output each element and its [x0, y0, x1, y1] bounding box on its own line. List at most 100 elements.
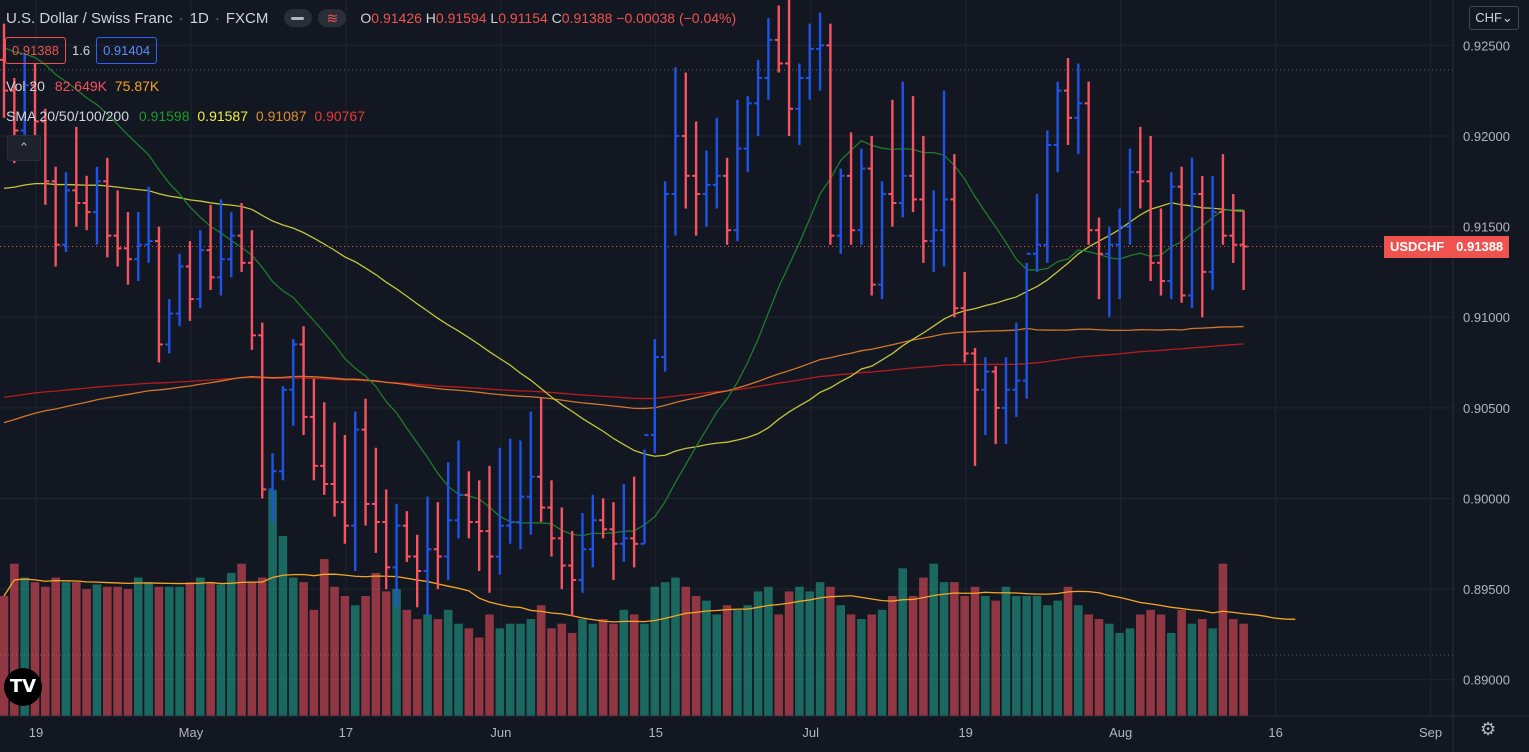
volume-bar	[309, 609, 319, 716]
ohlc-bar	[134, 212, 143, 281]
currency-button[interactable]: CHF⌄	[1469, 6, 1519, 30]
ohlc-bar	[1229, 193, 1238, 263]
ohlc-bar	[196, 230, 205, 309]
volume-bar	[795, 586, 804, 716]
volume-bar	[1105, 623, 1114, 716]
volume-bar	[195, 577, 205, 716]
ohlc-bar	[671, 67, 680, 236]
symbol-title[interactable]: U.S. Dollar / Swiss Franc	[6, 9, 173, 27]
ohlc-bar	[278, 386, 287, 481]
volume-bar	[567, 632, 577, 716]
ohlc-bar	[898, 81, 907, 218]
ohlc-bar	[888, 99, 897, 227]
ohlc-bar	[1136, 126, 1145, 209]
x-tick-label: 19	[958, 725, 972, 740]
volume-bar	[609, 623, 618, 716]
volume-bar	[1063, 586, 1073, 716]
volume-bar	[464, 628, 474, 716]
volume-bar	[175, 586, 184, 716]
volume-bar	[103, 586, 112, 716]
dot-separator: ·	[178, 9, 184, 27]
volume-bar	[774, 614, 784, 716]
volume-bar	[619, 609, 629, 716]
volume-bar	[433, 619, 443, 716]
sma200-line	[3, 343, 1244, 400]
volume-ma-value: 75.87K	[114, 78, 160, 94]
ohlc-bar	[516, 440, 525, 550]
volume-bar	[133, 577, 143, 716]
interval-label[interactable]: 1D	[189, 9, 209, 27]
volume-bar	[330, 586, 339, 716]
ohlc-bar	[61, 172, 70, 252]
volume-bar	[1022, 596, 1031, 716]
ohlc-bar	[1053, 81, 1062, 173]
ohlc-bar	[774, 5, 783, 73]
ohlc-bar	[805, 23, 814, 100]
ohlc-bar	[1063, 58, 1072, 146]
volume-bar	[485, 614, 494, 716]
ohlc-values: O0.91426 H0.91594 L0.91154 C0.91388 −0.0…	[360, 10, 737, 26]
volume-bar	[640, 623, 649, 716]
last-price-symbol: USDCHF	[1384, 235, 1451, 258]
x-tick-label: Sep	[1419, 725, 1442, 740]
trade-panel: 0.91388 1.6 0.91404	[5, 37, 158, 64]
tradingview-logo[interactable]: TV	[4, 668, 42, 706]
ohlc-bar	[557, 507, 566, 590]
ohlc-bar	[702, 150, 711, 227]
x-tick-label: May	[179, 725, 204, 740]
volume-bar	[516, 623, 525, 716]
ohlc-bar	[216, 199, 225, 296]
volume-bar	[981, 596, 990, 716]
volume-bar	[443, 609, 453, 716]
volume-bar	[185, 582, 195, 716]
eye-toggle-icon[interactable]	[284, 9, 313, 27]
ohlc-bar	[144, 186, 153, 263]
volume-legend: Vol 20 82.649K 75.87K	[6, 78, 159, 94]
ohlc-bar	[1177, 166, 1186, 303]
sma20-value: 0.91598	[138, 108, 190, 124]
ohlc-bar	[754, 59, 763, 136]
volume-bar	[857, 619, 866, 716]
ohlc-bar	[723, 157, 732, 245]
ohlc-bar	[371, 447, 380, 553]
sell-button[interactable]: 0.91388	[5, 37, 66, 64]
ohlc-bar	[785, 0, 794, 136]
volume-bar	[836, 605, 846, 716]
ohlc-bar	[795, 63, 804, 146]
ohlc-bar	[1002, 357, 1011, 445]
x-tick-label: 15	[649, 725, 663, 740]
volume-bar	[454, 623, 463, 716]
volume-bar	[722, 605, 732, 716]
volume-bar	[712, 614, 722, 716]
last-price-value: 0.91388	[1450, 235, 1510, 258]
y-tick-label: 0.91500	[1463, 220, 1510, 235]
ohlc-bar	[175, 253, 184, 327]
gear-icon[interactable]: ⚙	[1480, 719, 1497, 739]
volume-value: 82.649K	[54, 78, 107, 94]
collapse-legend-button[interactable]: ⌃	[7, 135, 41, 161]
volume-bar	[61, 582, 71, 716]
ohlc-bar	[30, 63, 39, 146]
volume-bar	[877, 609, 887, 716]
ohlc-bar	[444, 462, 453, 581]
ohlc-bar	[185, 241, 194, 321]
ohlc-bar	[402, 511, 411, 562]
wave-icon[interactable]: ≋	[318, 9, 347, 27]
ohlc-bar	[309, 378, 318, 481]
volume-bar	[505, 623, 515, 716]
ohlc-bar	[919, 135, 928, 263]
ohlc-bar	[299, 326, 308, 436]
volume-bar	[41, 586, 50, 716]
volume-bar	[1239, 623, 1248, 716]
buy-button[interactable]: 0.91404	[96, 37, 158, 64]
volume-bar	[1208, 628, 1217, 716]
ohlc-bar	[1167, 172, 1176, 300]
spread-value: 1.6	[72, 43, 91, 58]
x-tick-label: 17	[339, 725, 353, 740]
ohlc-bar	[1022, 252, 1031, 399]
dot-separator-2: ·	[214, 9, 220, 27]
ohlc-bar	[1074, 63, 1083, 155]
volume-bar	[423, 614, 432, 716]
ohlc-bar	[41, 108, 50, 205]
